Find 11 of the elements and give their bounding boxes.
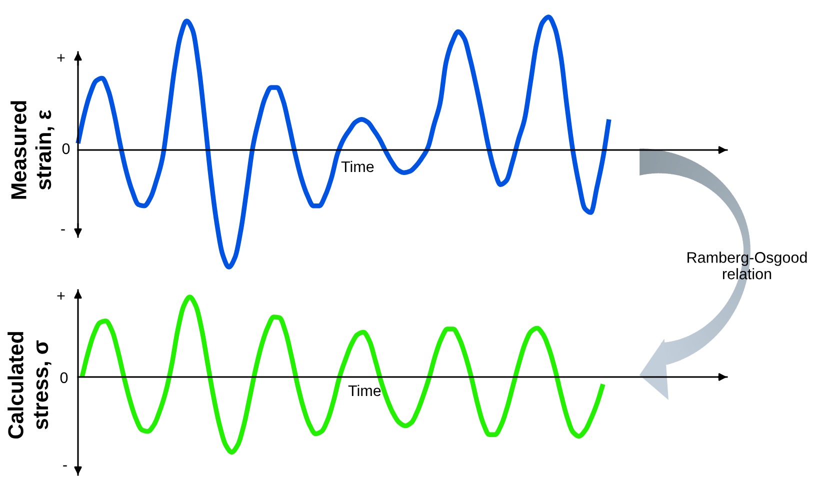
x-axis-title: Time [348, 384, 381, 396]
x-axis-title: Time [341, 160, 374, 172]
text: Ramberg-Osgood relation [688, 252, 807, 280]
y-axis-title: Measured strain, ε [10, 101, 54, 199]
text: 0 [62, 143, 70, 154]
text: - [61, 229, 65, 230]
text: + [57, 292, 65, 300]
y-axis-title: Calculated stress, σ [8, 332, 52, 439]
text: + [57, 54, 65, 62]
text: 0 [60, 372, 68, 384]
text: - [63, 465, 67, 466]
